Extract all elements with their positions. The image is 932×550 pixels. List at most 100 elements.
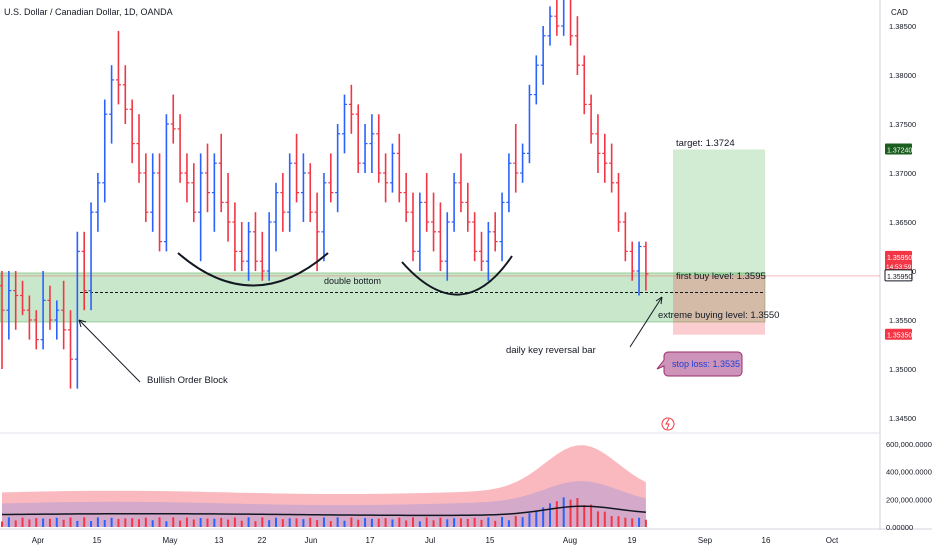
- ohlc-bar: [609, 143, 615, 193]
- ohlc-bar: [369, 114, 375, 173]
- volume-tick-label: 400,000.00000: [886, 468, 932, 477]
- ohlc-bar: [492, 212, 498, 252]
- ohlc-bar: [205, 143, 210, 213]
- ohlc-bar: [0, 271, 5, 369]
- double-bottom-label[interactable]: double bottom: [324, 276, 381, 286]
- time-tick-label: 17: [366, 536, 375, 545]
- ohlc-bar: [143, 153, 149, 222]
- bullish-order-block-label[interactable]: Bullish Order Block: [147, 375, 228, 386]
- ohlc-bar: [458, 153, 464, 213]
- ohlc-bar: [376, 114, 382, 183]
- ohlc-bar: [198, 153, 204, 262]
- ohlc-bar: [225, 173, 231, 242]
- price-tick-label: 1.38000: [889, 71, 916, 80]
- countdown-badge: 14:53:59: [886, 264, 912, 271]
- ohlc-bar: [136, 114, 142, 183]
- ohlc-bar: [424, 173, 430, 232]
- ohlc-bar: [389, 143, 395, 193]
- ohlc-bar: [6, 271, 12, 340]
- ohlc-bar: [362, 124, 368, 173]
- time-tick-label: Oct: [826, 536, 839, 545]
- ohlc-bar: [569, 0, 574, 46]
- stop-loss-callout[interactable]: stop loss: 1.3535: [656, 351, 743, 377]
- ohlc-bar: [170, 94, 176, 144]
- ohlc-bar: [595, 114, 601, 173]
- ohlc-bar: [383, 153, 389, 203]
- ohlc-bar: [252, 212, 258, 271]
- ohlc-bar: [403, 173, 409, 222]
- last-price-badge-bg: [884, 269, 913, 282]
- price-tick-label: 1.36500: [889, 218, 916, 227]
- order-block-zone[interactable]: [0, 272, 766, 323]
- ohlc-bar: [485, 222, 491, 281]
- ohlc-bar: [479, 231, 484, 271]
- ohlc-bar: [465, 182, 471, 232]
- price-tick-label: 1.35000: [889, 365, 916, 374]
- ohlc-bar: [115, 30, 121, 105]
- price-tick-label: 1.35500: [889, 316, 916, 325]
- ohlc-bar: [342, 94, 347, 154]
- ohlc-bar: [74, 231, 80, 389]
- ohlc-bar: [211, 153, 217, 232]
- time-tick-label: May: [162, 536, 177, 545]
- lightning-icon[interactable]: [661, 417, 675, 431]
- reversal-bar-label[interactable]: daily key reversal bar: [506, 345, 596, 356]
- ohlc-bar: [13, 271, 19, 330]
- volume-tick-label: 0.00000: [886, 523, 913, 532]
- extreme-buy-label[interactable]: extreme buying level: 1.3550: [658, 310, 779, 321]
- ohlc-bar: [410, 192, 416, 262]
- last-price-badge: 1.35950: [887, 274, 912, 281]
- stop-price-badge-bg: [885, 328, 912, 340]
- ohlc-bar: [574, 16, 580, 75]
- price-tick-label: 1.38500: [889, 22, 916, 31]
- ohlc-bar: [177, 114, 183, 183]
- ohlc-bar: [102, 99, 108, 203]
- symbol-title: U.S. Dollar / Canadian Dollar, 1D, OANDA: [4, 7, 173, 17]
- ohlc-bar: [431, 192, 437, 252]
- ohlc-bar: [163, 114, 169, 252]
- ohlc-bar: [540, 26, 546, 85]
- volume-tick-label: 200,000.00000: [886, 495, 932, 504]
- time-tick-label: 15: [486, 536, 495, 545]
- ohlc-bar: [109, 65, 115, 144]
- ohlc-bar: [239, 222, 245, 271]
- ohlc-bar: [533, 55, 539, 105]
- stop-zone[interactable]: [673, 275, 765, 335]
- time-tick-label: Sep: [698, 536, 713, 545]
- drawings-layer: [78, 252, 663, 383]
- ohlc-bar: [81, 231, 87, 311]
- time-tick-label: Jul: [425, 536, 435, 545]
- volume-upper-band: [2, 445, 646, 527]
- ohlc-bar: [602, 133, 608, 183]
- ohlc-bar: [61, 280, 67, 350]
- double-bottom-arc-1[interactable]: [177, 252, 329, 287]
- double-bottom-arc-2[interactable]: [401, 255, 513, 296]
- current-price-badge: 1.35950: [887, 255, 912, 262]
- candles-layer: [0, 0, 649, 389]
- time-tick-label: 16: [762, 536, 771, 545]
- ohlc-bar: [513, 124, 519, 193]
- ohlc-bar: [636, 241, 642, 296]
- ohlc-bar: [300, 153, 306, 222]
- reversal-arrow[interactable]: [629, 296, 663, 348]
- price-tick-label: 1.34500: [889, 414, 916, 423]
- target-zone[interactable]: [673, 149, 765, 276]
- ohlc-bar: [643, 241, 649, 291]
- volume-ma-line: [1, 505, 646, 517]
- ohlc-bar: [629, 241, 635, 281]
- stop-loss-label: stop loss: 1.3535: [672, 359, 740, 369]
- order-block-arrow[interactable]: [78, 319, 141, 383]
- first-buy-label[interactable]: first buy level: 1.3595: [676, 271, 766, 282]
- target-label[interactable]: target: 1.3724: [676, 138, 735, 149]
- ohlc-bar: [547, 6, 553, 46]
- price-tick-label: 1.37500: [889, 120, 916, 129]
- ohlc-bar: [157, 153, 163, 252]
- ohlc-bar: [335, 124, 341, 213]
- ohlc-bar: [68, 310, 73, 389]
- time-tick-label: 15: [93, 536, 102, 545]
- ohlc-bar: [526, 84, 532, 164]
- ohlc-bar: [122, 65, 128, 124]
